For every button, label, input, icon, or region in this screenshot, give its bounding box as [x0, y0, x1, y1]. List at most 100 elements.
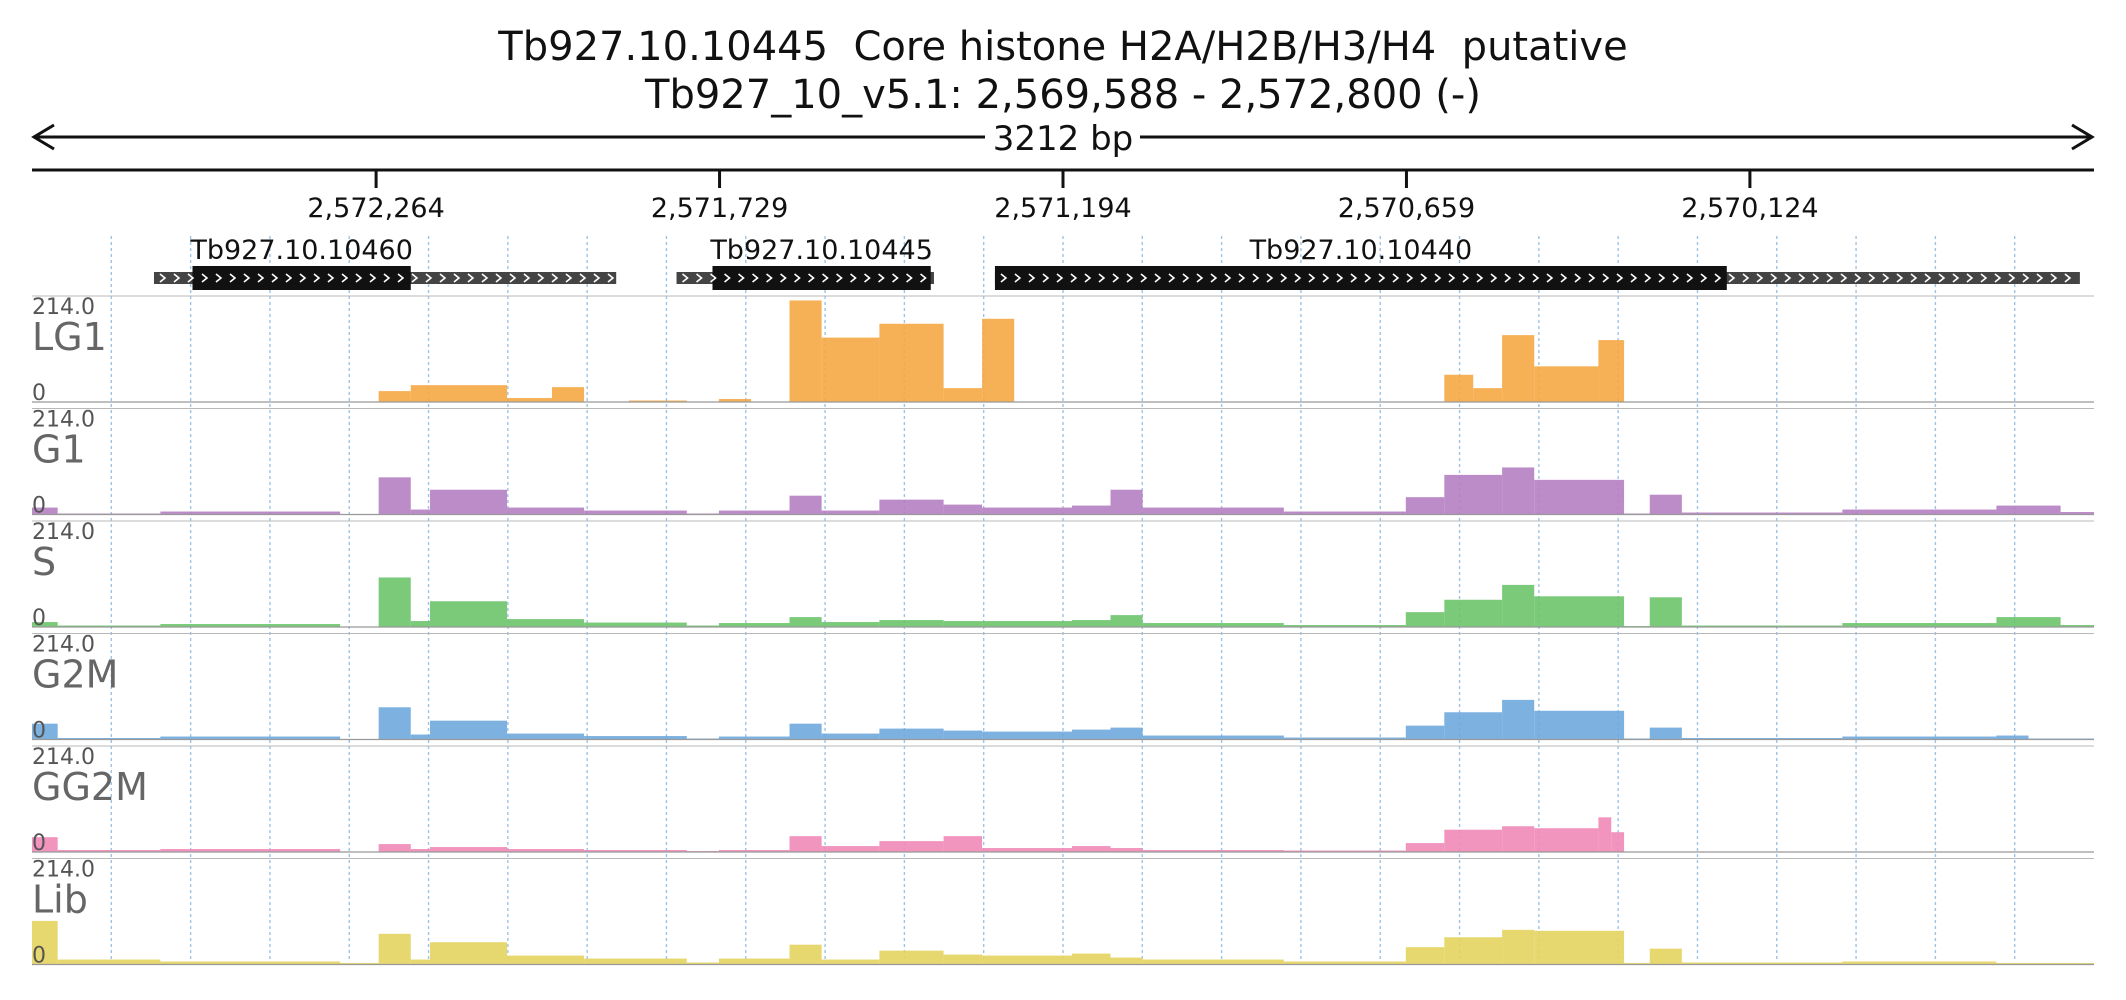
chevron-right-icon [1532, 273, 1540, 283]
coverage-bar [584, 850, 687, 852]
y-min-label: 0 [32, 719, 46, 744]
coverage-bar [1502, 699, 1535, 740]
coverage-bar [430, 489, 508, 515]
coverage-bar [1611, 832, 1625, 852]
coverage-bar [982, 955, 1072, 965]
coverage-bar [584, 958, 687, 965]
chart-title: Tb927.10.10445 Core histone H2A/H2B/H3/H… [498, 24, 1628, 70]
y-max-label: 214.0 [32, 745, 95, 770]
chevron-right-icon [1756, 273, 1764, 283]
coverage-bar [1842, 623, 1997, 627]
coverage-bar [1681, 738, 1843, 740]
chevron-right-icon [2008, 273, 2016, 283]
gene-cds [712, 266, 931, 290]
coverage-bar [1110, 727, 1143, 740]
coverage-bar [1598, 817, 1612, 852]
coverage-bar [1405, 725, 1445, 740]
chevron-right-icon [397, 273, 405, 283]
chevron-right-icon [1154, 273, 1162, 283]
coverage-bar [32, 723, 58, 740]
chevron-right-icon [1168, 273, 1176, 283]
coverage-bar [410, 621, 431, 627]
chevron-right-icon [1560, 273, 1568, 283]
chevron-right-icon [565, 273, 573, 283]
chevron-right-icon [1672, 273, 1680, 283]
chevron-right-icon [1448, 273, 1456, 283]
chevron-right-icon [1476, 273, 1484, 283]
coverage-bar [378, 391, 411, 402]
chevron-right-icon [1910, 273, 1918, 283]
coverage-bar [1649, 727, 1682, 740]
coverage-bar [1681, 962, 1843, 965]
chevron-right-icon [724, 273, 731, 283]
coverage-bar [789, 836, 822, 852]
coverage-bar [1649, 948, 1682, 965]
coverage-bar [160, 849, 341, 852]
chevron-right-icon [1714, 273, 1722, 283]
chevron-right-icon [822, 273, 829, 283]
coverage-bar [789, 495, 822, 515]
coverage-bar [718, 736, 790, 740]
chevron-right-icon [1322, 273, 1330, 283]
y-max-label: 214.0 [32, 633, 95, 658]
coverage-bar [879, 620, 944, 627]
gene-cds [192, 266, 411, 290]
chevron-right-icon [1602, 273, 1610, 283]
chevron-right-icon [906, 273, 913, 283]
chevron-right-icon [710, 273, 717, 283]
chevron-right-icon [1252, 273, 1260, 283]
coverage-bar [1405, 612, 1445, 627]
coverage-bar [378, 933, 411, 965]
coverage-bar [982, 848, 1072, 852]
coverage-bar [1996, 963, 2094, 965]
chevron-right-icon [1028, 273, 1036, 283]
coverage-bar [1473, 388, 1503, 402]
coverage-bar [789, 944, 822, 965]
chevron-right-icon [850, 273, 857, 283]
gene-model[interactable]: Tb927.10.10460 [153, 235, 617, 290]
coverage-bar [821, 337, 880, 402]
coverage-bar [1283, 850, 1406, 852]
coverage-bar [1534, 366, 1599, 402]
coverage-bar [1534, 828, 1599, 852]
coverage-track-gg2m: 214.0 0 GG2M [32, 745, 2094, 856]
coverage-bar [943, 730, 983, 740]
chevron-right-icon [271, 273, 279, 283]
chevron-right-icon [243, 273, 251, 283]
chevron-right-icon [495, 273, 503, 283]
chevron-right-icon [173, 273, 181, 283]
coverage-bar [1996, 505, 2061, 515]
chart-subtitle: Tb927_10_v5.1: 2,569,588 - 2,572,800 (-) [645, 72, 1481, 118]
coverage-bar [57, 959, 161, 965]
coverage-track-lib: 214.0 0 Lib [32, 858, 2094, 969]
coverage-bar [410, 959, 431, 965]
coverage-bar [1534, 930, 1625, 965]
coverage-bar [879, 950, 944, 965]
gene-label: Tb927.10.10460 [189, 235, 413, 266]
chevron-right-icon [696, 273, 703, 283]
coverage-bar [1405, 947, 1445, 965]
coverage-bar [584, 510, 687, 515]
coverage-track-lg1: 214.0 0 LG1 [32, 295, 2094, 406]
chevron-right-icon [836, 273, 843, 283]
gene-model[interactable]: Tb927.10.10445 [676, 235, 934, 290]
coverage-bar [982, 731, 1072, 740]
coverage-bar [57, 738, 161, 740]
coverage-bar [879, 728, 944, 740]
coverage-track-s: 214.0 0 S [32, 520, 2094, 631]
coverage-bar [1534, 710, 1625, 740]
chevron-right-icon [1700, 273, 1708, 283]
gene-model[interactable]: Tb927.10.10440 [994, 235, 2080, 290]
coverage-bar [584, 622, 687, 627]
coverage-bar [879, 841, 944, 852]
x-tick-label: 2,572,264 [307, 193, 444, 224]
x-tick-label: 2,570,659 [1338, 193, 1475, 224]
coverage-bar [160, 736, 341, 740]
coverage-bar [57, 850, 161, 852]
chevron-right-icon [1868, 273, 1876, 283]
coverage-bar [821, 622, 880, 627]
chevron-right-icon [1882, 273, 1890, 283]
chevron-right-icon [579, 273, 587, 283]
track-label: G1 [32, 428, 86, 472]
coverage-bar [430, 601, 508, 627]
